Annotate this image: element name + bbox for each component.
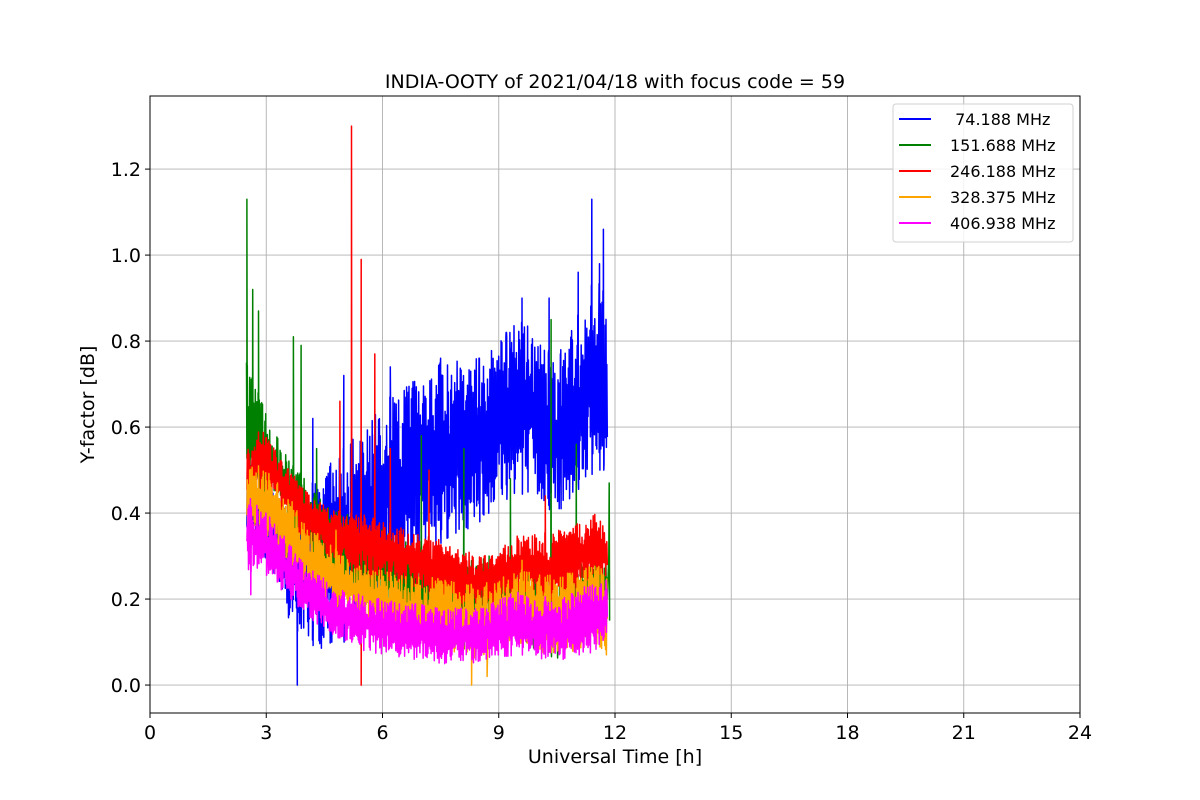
- legend-label: 406.938 MHz: [950, 214, 1055, 233]
- y-tick-label: 0.6: [111, 417, 141, 439]
- legend: 74.188 MHz 151.688 MHz 246.188 MHz 328.375 …: [892, 103, 1074, 243]
- x-axis: 0 3 6 9 12 15 18 21 24: [144, 713, 1092, 744]
- x-tick-label: 21: [952, 722, 976, 744]
- x-tick-label: 6: [376, 722, 388, 744]
- x-axis-label: Universal Time [h]: [528, 746, 702, 768]
- legend-label: 328.375 MHz: [950, 188, 1055, 207]
- legend-label: 151.688 MHz: [950, 136, 1055, 155]
- x-tick-label: 9: [493, 722, 505, 744]
- x-tick-label: 0: [144, 722, 156, 744]
- y-tick-label: 0.8: [111, 331, 141, 353]
- series-layer: [245, 125, 611, 686]
- legend-label: 74.188 MHz: [950, 110, 1050, 129]
- y-axis-label: Y-factor [dB]: [77, 346, 99, 465]
- y-tick-label: 1.0: [111, 245, 141, 267]
- x-tick-label: 3: [260, 722, 272, 744]
- x-tick-label: 12: [603, 722, 627, 744]
- y-tick-label: 0.2: [111, 589, 141, 611]
- y-tick-label: 0.0: [111, 675, 141, 697]
- series-line-5: [246, 497, 609, 665]
- y-tick-label: 1.2: [111, 159, 141, 181]
- x-tick-label: 18: [835, 722, 859, 744]
- x-tick-label: 24: [1068, 722, 1092, 744]
- chart-title: INDIA-OOTY of 2021/04/18 with focus code…: [385, 71, 845, 93]
- y-axis: 0.0 0.2 0.4 0.6 0.8 1.0 1.2: [111, 159, 150, 697]
- legend-label: 246.188 MHz: [950, 162, 1055, 181]
- legend-box: [892, 103, 1074, 243]
- y-tick-label: 0.4: [111, 503, 141, 525]
- x-tick-label: 15: [719, 722, 743, 744]
